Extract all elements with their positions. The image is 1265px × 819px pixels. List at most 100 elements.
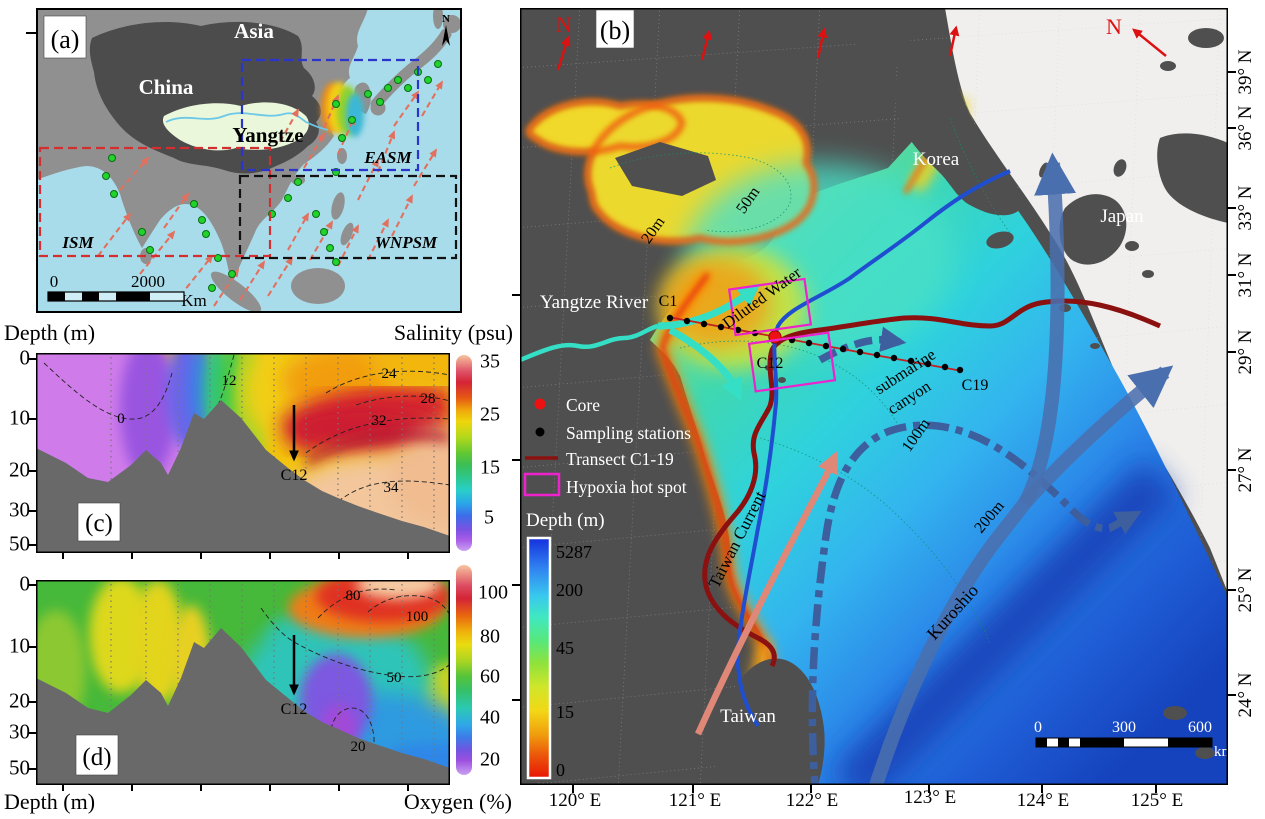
lon-tick-122e: 122° E (785, 790, 839, 811)
axis-tick (512, 459, 520, 461)
panel-d-ylabel: Depth (m) (4, 789, 96, 814)
easm-box (240, 58, 420, 172)
panel-b-bathymetry-map: N N Yangtze River Korea Japan Taiwan 20m… (520, 8, 1228, 785)
legend-core-dot (534, 398, 546, 410)
c-ytick-10: 10 (9, 405, 30, 430)
svg-text:2000: 2000 (131, 272, 165, 291)
korea-peninsula (894, 62, 1024, 216)
svg-text:0: 0 (1034, 719, 1042, 736)
seafloor-c (36, 400, 450, 553)
d-ytick-30: 30 (9, 719, 30, 744)
c-contour-0: 0 (117, 411, 125, 427)
oxy-cbar-20: 20 (480, 748, 500, 771)
hypoxia-box-south (747, 331, 837, 393)
label-ism: ISM (61, 233, 94, 252)
axis-tick (1228, 351, 1236, 353)
map-legend: Core Sampling stations Transect C1-19 Hy… (523, 395, 691, 497)
axis-tick (28, 510, 36, 512)
c-contour-34: 34 (384, 480, 400, 496)
d-ytick-10: 10 (9, 633, 30, 658)
axis-tick (1228, 589, 1236, 591)
oxy-cbar-60: 60 (480, 665, 500, 688)
label-china: China (139, 75, 194, 99)
c-ytick-0: 0 (19, 345, 31, 370)
svg-text:0: 0 (50, 272, 59, 291)
d-ytick-50: 50 (9, 755, 30, 780)
panel-b-label: (b) (600, 16, 630, 45)
svg-text:Km: Km (181, 291, 207, 310)
station-label-c1: C1 (659, 293, 678, 310)
axis-tick (512, 584, 520, 586)
axis-tick (28, 701, 36, 703)
panel-a-border (36, 8, 462, 313)
axis-tick (200, 553, 202, 559)
svg-text:Core: Core (566, 395, 600, 415)
lon-tick-125e: 125° E (1130, 790, 1184, 811)
scalebar-b: 0 300 600 km (1034, 719, 1228, 760)
axis-tick (407, 785, 409, 791)
taiwan-warm-current-line (735, 169, 1011, 728)
axis-tick (512, 699, 520, 701)
oxy-cbar-40: 40 (480, 706, 500, 729)
axis-tick (692, 785, 694, 793)
label-wnpsm: WNPSM (375, 233, 438, 252)
svg-text:15: 15 (556, 702, 574, 722)
c-contour-24: 24 (382, 366, 398, 382)
panel-d-border (36, 580, 450, 785)
label-easm: EASM (363, 148, 412, 167)
north-label-left: N (556, 12, 572, 37)
wnpsm-box (238, 174, 458, 260)
monsoon-wind-arrows (97, 80, 443, 307)
lon-tick-121e: 121° E (668, 790, 722, 811)
axis-tick (28, 418, 36, 420)
lat-tick-27n: 27° N (1235, 447, 1256, 493)
lat-tick-36n: 36° N (1235, 105, 1256, 151)
oxy-cbar-80: 80 (480, 625, 500, 648)
lat-tick-24n: 24° N (1235, 672, 1256, 718)
svg-text:200: 200 (556, 580, 583, 600)
yangtze-basin (162, 102, 309, 151)
svg-text:Sampling stations: Sampling stations (566, 423, 691, 443)
svg-text:600: 600 (1188, 719, 1212, 736)
svg-text:5287: 5287 (556, 542, 592, 562)
c-ytick-20: 20 (9, 457, 30, 482)
panel-c-title: Salinity (psu) (393, 320, 513, 345)
study-site-dots (102, 60, 442, 292)
axis-tick (572, 785, 574, 793)
sal-cbar-15: 15 (480, 456, 500, 479)
axis-tick (28, 544, 36, 546)
north-arrow-icon-a: N (442, 13, 450, 46)
seafloor-d (36, 628, 450, 785)
ism-box (38, 146, 272, 258)
c-ytick-30: 30 (9, 497, 30, 522)
axis-tick (26, 32, 36, 34)
lat-tick-31n: 31° N (1235, 252, 1256, 298)
axis-tick (1041, 785, 1043, 793)
diluted-water-arrows (657, 283, 761, 402)
yangtze-river-line (520, 323, 659, 363)
panel-b-border (520, 8, 1228, 785)
axis-tick (28, 470, 36, 472)
taiwan-current-arrow (695, 450, 839, 736)
axis-tick (28, 358, 36, 360)
dashdot-branch-arrow (818, 326, 907, 364)
c-ytick-50: 50 (9, 531, 30, 556)
panel-c-salinity-section: 0 12 24 28 32 34 C12 (c) (36, 353, 450, 553)
d-contour-80: 80 (346, 588, 361, 604)
axis-tick (1228, 274, 1236, 276)
svg-text:km: km (1214, 744, 1228, 760)
axis-tick (28, 768, 36, 770)
axis-tick (810, 785, 812, 793)
c-contour-28: 28 (421, 391, 436, 407)
svg-text:Depth (m): Depth (m) (526, 510, 605, 531)
panel-b-label-box (595, 9, 635, 49)
north-label-right: N (1106, 14, 1122, 39)
svg-text:N: N (442, 13, 450, 25)
oxy-cbar-100: 100 (478, 581, 508, 604)
panel-c-border (36, 353, 450, 553)
svg-text:Transect C1-19: Transect C1-19 (566, 449, 674, 469)
offshore-dashdot-current (808, 421, 1142, 785)
hypoxia-box-north (727, 277, 813, 337)
lon-tick-120e: 120° E (548, 790, 602, 811)
